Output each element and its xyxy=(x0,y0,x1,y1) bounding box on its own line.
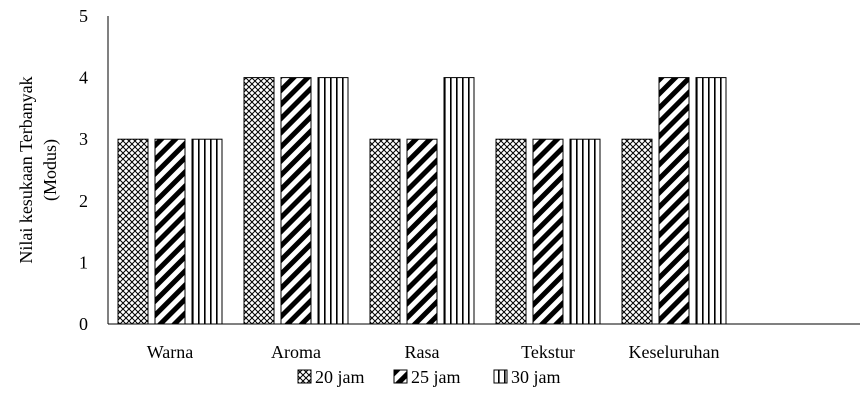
legend-label: 25 jam xyxy=(411,367,461,387)
bar-tekstur-25-jam xyxy=(532,138,564,325)
bar-rasa-25-jam xyxy=(406,138,438,325)
y-tick-label: 5 xyxy=(79,6,88,26)
y-tick-label: 2 xyxy=(79,191,88,211)
legend-swatch-20-jam xyxy=(297,369,312,384)
y-axis-title-line2: (Modus) xyxy=(40,139,61,201)
y-tick-label: 3 xyxy=(79,129,88,149)
bar-tekstur-20-jam xyxy=(495,138,527,325)
category-label: Keseluruhan xyxy=(629,342,720,362)
bar-warna-20-jam xyxy=(117,138,149,325)
bar-keseluruhan-25-jam xyxy=(658,77,690,325)
bar-keseluruhan-30-jam xyxy=(695,77,727,325)
bar-rasa-30-jam xyxy=(443,77,475,325)
bar-aroma-20-jam xyxy=(243,77,275,325)
y-tick-label: 0 xyxy=(79,314,88,334)
y-tick-label: 1 xyxy=(79,252,88,272)
category-label: Rasa xyxy=(405,342,440,362)
bar-aroma-30-jam xyxy=(317,77,349,325)
legend-label: 30 jam xyxy=(511,367,561,387)
y-axis-title-line1: Nilai kesukaan Terbanyak xyxy=(16,76,36,263)
category-label: Tekstur xyxy=(521,342,575,362)
bars xyxy=(117,77,727,325)
bar-rasa-20-jam xyxy=(369,138,401,325)
bar-warna-30-jam xyxy=(191,138,223,325)
category-label: Warna xyxy=(147,342,194,362)
bar-aroma-25-jam xyxy=(280,77,312,325)
y-tick-label: 4 xyxy=(79,68,88,88)
y-axis-title: Nilai kesukaan Terbanyak (Modus) xyxy=(16,76,61,263)
legend-swatch-30-jam xyxy=(493,369,508,384)
bar-keseluruhan-20-jam xyxy=(621,138,653,325)
legend-swatch-25-jam xyxy=(393,369,408,384)
bar-warna-25-jam xyxy=(154,138,186,325)
bar-tekstur-30-jam xyxy=(569,138,601,325)
y-tick-labels: 0 1 2 3 4 5 xyxy=(79,6,88,334)
category-label: Aroma xyxy=(271,342,321,362)
legend: 20 jam 25 jam 30 jam xyxy=(297,367,561,387)
category-labels: Warna Aroma Rasa Tekstur Keseluruhan xyxy=(147,342,720,362)
legend-label: 20 jam xyxy=(315,367,365,387)
